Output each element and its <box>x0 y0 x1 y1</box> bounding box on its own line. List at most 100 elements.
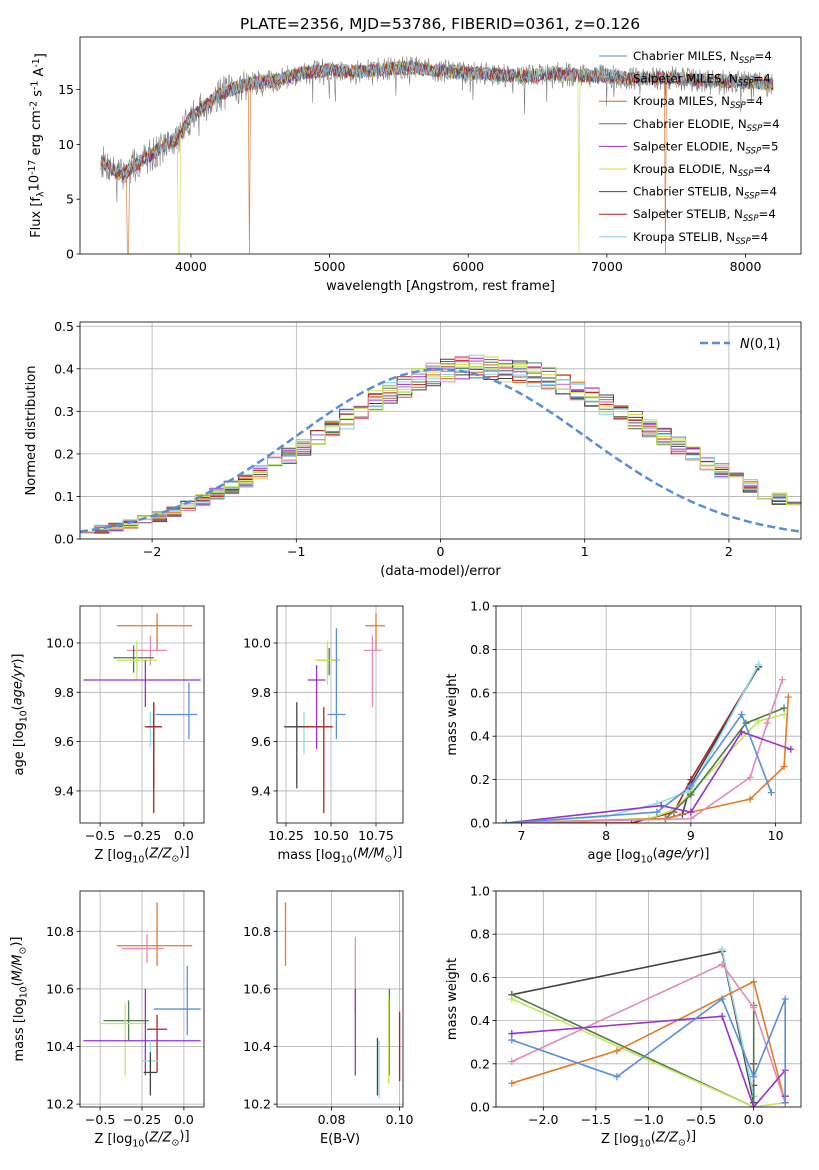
mass-weight-marker <box>718 960 726 968</box>
plot-area <box>284 902 401 1099</box>
legend-entry: Kroupa STELIB, NSSP=4 <box>633 230 768 247</box>
plot-area <box>508 945 789 1107</box>
errorbar-point <box>307 665 326 750</box>
axes-frame <box>276 890 404 1108</box>
x-tick-label: 0 <box>437 544 445 559</box>
x-tick-label: 2 <box>725 544 733 559</box>
mass-weight-marker <box>687 791 695 799</box>
y-tick-label: 10.4 <box>243 1039 271 1054</box>
errorbar-point <box>153 965 201 1035</box>
x-tick-label: 10.50 <box>313 828 349 843</box>
mass-weight-marker <box>787 745 795 753</box>
errorbar-point <box>143 1052 158 1096</box>
x-tick-label: −0.5 <box>85 1112 115 1127</box>
mass-weight-marker <box>738 711 746 718</box>
axes-frame <box>276 605 404 824</box>
x-tick-label: 8 <box>602 828 610 843</box>
residual-histogram-step <box>80 363 801 533</box>
x-tick-label: 7000 <box>591 259 623 274</box>
mass-weight-marker <box>781 1099 789 1107</box>
x-tick-label: 9 <box>687 828 695 843</box>
errorbar-point <box>121 934 164 963</box>
y-axis-label: mass [log10(M/M⊙)] <box>9 937 30 1062</box>
mass-weight-marker <box>780 763 788 771</box>
x-tick-label: 0.08 <box>318 1112 346 1127</box>
axes-frame <box>495 890 802 1108</box>
mass-weight-marker <box>784 693 792 701</box>
mass-weight-marker <box>508 1058 516 1066</box>
y-tick-label: 0.5 <box>54 319 74 334</box>
y-tick-label: 9.8 <box>251 685 271 700</box>
figure-title: PLATE=2356, MJD=53786, FIBERID=0361, z=0… <box>240 15 640 33</box>
mass-weight-line <box>511 993 755 1107</box>
mass-weight-marker <box>746 773 754 781</box>
y-tick-label: 9.6 <box>54 734 74 749</box>
errorbar-point <box>145 704 163 814</box>
legend-entry: N(0,1) <box>740 337 781 352</box>
y-tick-label: 0.4 <box>470 729 490 744</box>
plot-area <box>284 613 385 814</box>
mass-weight-marker <box>755 661 763 669</box>
y-tick-label: 9.4 <box>251 783 271 798</box>
y-tick-label: 0.2 <box>470 1056 490 1071</box>
errorbar-point <box>113 645 154 673</box>
axes-massweight_vs_age: 7 8 9 10 0.0 0.2 0.4 0.6 0.8 1.0 age [log10(age/yr… <box>445 599 802 866</box>
model-spectrum-line <box>100 61 774 179</box>
y-tick-label: 10.2 <box>243 1097 271 1112</box>
legend-entry: Kroupa MILES, NSSP=4 <box>633 94 763 111</box>
spectrum-legend: Chabrier MILES, NSSP=4 Salpeter MILES, NS… <box>599 49 780 247</box>
x-tick-label: 10 <box>768 828 784 843</box>
errorbar-point <box>116 902 193 966</box>
mass-weight-marker <box>508 1036 516 1044</box>
y-tick-label: 10.8 <box>46 924 74 939</box>
y-tick-label: 0.2 <box>54 446 74 461</box>
x-axis-label: E(B-V) <box>320 1132 360 1147</box>
x-axis-label: (data-model)/error <box>380 564 501 579</box>
axes-frame <box>79 36 802 255</box>
y-tick-label: 0.8 <box>470 642 490 657</box>
x-tick-label: −1.0 <box>633 1112 663 1127</box>
y-tick-label: 10.0 <box>243 635 271 650</box>
x-axis-label: Z [log10(Z/Z⊙)] <box>94 1129 189 1150</box>
y-tick-label: 10.0 <box>46 635 74 650</box>
mass-weight-marker <box>508 995 516 1003</box>
y-tick-label: 0.0 <box>54 532 74 547</box>
axes-frame <box>79 321 802 540</box>
errorbar-point <box>365 613 385 651</box>
errorbar-point <box>116 640 158 680</box>
legend-entry: Kroupa ELODIE, NSSP=4 <box>633 162 771 179</box>
y-axis-label: mass weight <box>445 958 460 1040</box>
mass-weight-marker <box>508 1030 516 1038</box>
legend-entry: Salpeter ELODIE, NSSP=5 <box>633 139 778 156</box>
axes-age_vs_mass: 10.25 10.50 10.75 9.4 9.6 9.8 10.0 mass [log10(… <box>243 605 404 866</box>
x-tick-label: 0.0 <box>174 828 194 843</box>
x-axis-label: Z [log10(Z/Z⊙)] <box>601 1129 696 1150</box>
axes-mass_vs_ebv: 0.08 0.10 10.2 10.4 10.6 10.8 E(B-V) <box>243 890 414 1147</box>
x-tick-label: −1 <box>287 544 305 559</box>
y-tick-label: 10.6 <box>46 981 74 996</box>
errorbar-point <box>147 1014 168 1073</box>
mass-weight-marker <box>750 1004 758 1012</box>
mass-weight-line <box>511 963 786 1103</box>
y-tick-label: 1.0 <box>470 884 490 899</box>
mass-weight-marker <box>718 995 726 1003</box>
y-tick-label: 10.4 <box>46 1039 74 1054</box>
mass-weight-marker <box>780 711 788 718</box>
x-tick-label: −0.5 <box>85 828 115 843</box>
mass-weight-marker <box>687 808 695 816</box>
y-tick-label: 0.3 <box>54 404 74 419</box>
errorbar-point <box>83 660 201 708</box>
errorbar-point <box>363 635 382 708</box>
y-tick-label: 5 <box>66 192 74 207</box>
y-tick-label: 10 <box>58 137 74 152</box>
y-tick-label: 0.1 <box>54 489 74 504</box>
mass-weight-line <box>511 997 786 1103</box>
mass-weight-marker <box>653 808 661 816</box>
errorbar-point <box>327 628 346 740</box>
legend-entry: Salpeter STELIB, NSSP=4 <box>633 207 776 224</box>
axes-frame <box>495 605 802 824</box>
y-tick-label: 10.2 <box>46 1097 74 1112</box>
axes-age_vs_Z: −0.5 −0.25 0.0 9.4 9.6 9.8 10.0 Z [log10(Z/Z⊙)]… <box>11 605 205 866</box>
errorbar-point <box>300 707 333 814</box>
